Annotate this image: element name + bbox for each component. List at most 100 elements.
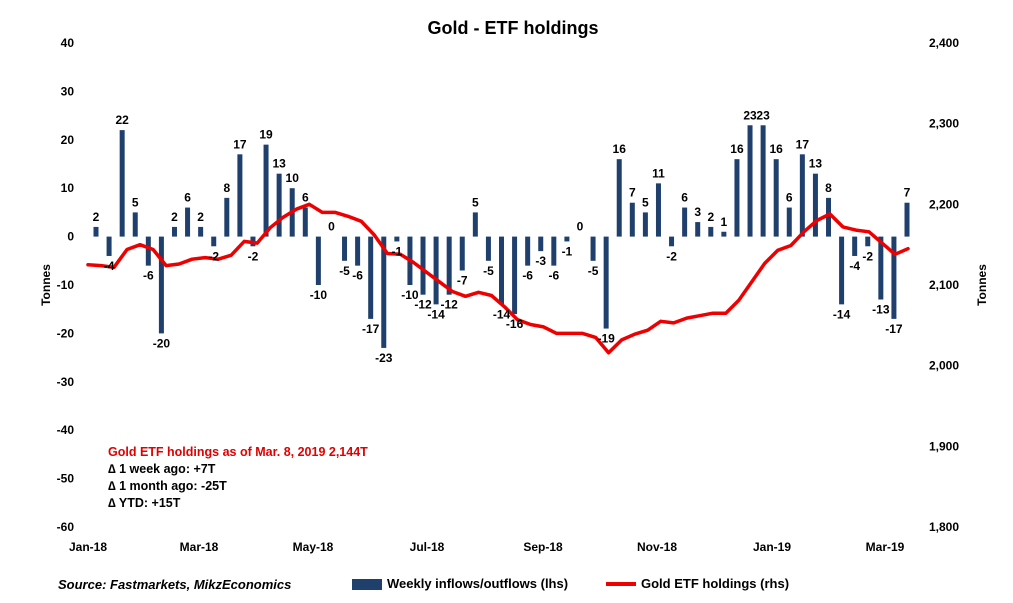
bar-value-label: -23 — [375, 351, 393, 365]
flow-bar — [655, 183, 661, 237]
flow-bar — [669, 236, 675, 247]
bar-value-label: -16 — [506, 317, 524, 331]
x-tick-label: Mar-19 — [866, 540, 905, 554]
left-tick-label: -40 — [57, 423, 75, 437]
flow-bar — [459, 236, 465, 271]
bar-value-label: 5 — [642, 195, 649, 209]
bar-value-label: 19 — [259, 128, 273, 142]
flow-bar — [315, 236, 321, 285]
bar-value-label: 10 — [286, 171, 300, 185]
chart-title: Gold - ETF holdings — [428, 18, 599, 38]
bar-value-label: -10 — [310, 288, 328, 302]
flow-bar — [355, 236, 361, 266]
flow-bar — [616, 159, 622, 237]
legend-line-swatch — [606, 582, 636, 586]
flow-bar — [158, 236, 164, 334]
flow-bar — [211, 236, 217, 247]
flow-bar — [342, 236, 348, 261]
bar-value-label: 16 — [613, 142, 627, 156]
x-axis-ticks: Jan-18 Mar-18 May-18 Jul-18 Sep-18 Nov-18 Jan-… — [69, 540, 905, 554]
left-tick-label: -30 — [57, 375, 75, 389]
bar-value-label: 16 — [770, 142, 784, 156]
bar-value-label: -1 — [562, 244, 573, 258]
right-tick-label: 2,400 — [929, 36, 959, 50]
bar-value-label: 2 — [707, 210, 714, 224]
bar-value-label: 17 — [796, 137, 810, 151]
holdings-line — [86, 202, 910, 355]
bar-value-label: -5 — [588, 264, 599, 278]
right-tick-label: 2,100 — [929, 278, 959, 292]
left-axis-title: Tonnes — [39, 264, 53, 306]
bar-value-label: -6 — [522, 269, 533, 283]
left-tick-label: -50 — [57, 472, 75, 486]
flow-bar — [185, 207, 191, 237]
bar-value-label: 2 — [197, 210, 204, 224]
flow-bar — [381, 236, 387, 348]
chart-footer: Source: Fastmarkets, MikzEconomics Weekl… — [0, 574, 1013, 596]
bar-value-label: 13 — [272, 157, 286, 171]
left-tick-label: 40 — [61, 36, 75, 50]
bar-value-label: -14 — [493, 307, 511, 321]
x-tick-label: Nov-18 — [637, 540, 677, 554]
bar-value-label: 2 — [93, 210, 100, 224]
left-tick-label: -10 — [57, 278, 75, 292]
flow-bar — [446, 236, 452, 295]
holdings-annotation: Gold ETF holdings as of Mar. 8, 2019 2,1… — [108, 444, 368, 512]
x-tick-label: Sep-18 — [523, 540, 563, 554]
bar-value-label: -6 — [143, 269, 154, 283]
bar-value-label: -20 — [153, 336, 171, 350]
bar-value-label: -19 — [597, 332, 615, 346]
flow-bar — [538, 236, 544, 252]
annotation-headline: Gold ETF holdings as of Mar. 8, 2019 2,1… — [108, 445, 368, 459]
x-tick-label: Jul-18 — [410, 540, 445, 554]
bar-value-label: 13 — [809, 157, 823, 171]
left-tick-label: -60 — [57, 520, 75, 534]
flow-bar — [878, 236, 884, 300]
bar-value-label: -6 — [548, 269, 559, 283]
bar-value-label: -17 — [885, 322, 903, 336]
right-tick-label: 1,800 — [929, 520, 959, 534]
flow-bar — [603, 236, 609, 329]
left-tick-label: 20 — [61, 133, 75, 147]
bar-value-label: 0 — [577, 220, 584, 234]
right-tick-label: 2,200 — [929, 197, 959, 211]
bar-value-label: -2 — [248, 249, 259, 263]
flow-bar — [93, 226, 99, 237]
bar-value-label: 11 — [652, 166, 665, 180]
bar-value-label: -7 — [457, 273, 468, 287]
bar-value-label: 6 — [184, 191, 191, 205]
flow-bar — [302, 207, 308, 237]
bar-value-label: -1 — [392, 244, 403, 258]
legend-line-label: Gold ETF holdings (rhs) — [641, 576, 790, 591]
bar-value-label: -13 — [872, 303, 890, 317]
flow-bar — [132, 212, 138, 237]
flow-bar — [525, 236, 531, 266]
bar-value-label: 22 — [115, 113, 129, 127]
flow-bar — [826, 197, 832, 237]
left-tick-label: 10 — [61, 181, 75, 195]
flow-bar — [420, 236, 426, 295]
left-tick-label: 0 — [67, 230, 74, 244]
right-tick-label: 2,000 — [929, 359, 959, 373]
flow-bar — [721, 231, 727, 237]
flow-bar — [760, 125, 766, 237]
flow-bar — [812, 173, 818, 237]
right-axis-title: Tonnes — [975, 264, 989, 306]
bar-value-label: -3 — [535, 254, 546, 268]
flow-bar — [224, 197, 230, 237]
flow-bar — [682, 207, 688, 237]
bar-value-label: 23 — [743, 108, 757, 122]
bar-value-label: 2 — [171, 210, 178, 224]
bar-value-label: 6 — [302, 191, 309, 205]
source-note: Source: Fastmarkets, MikzEconomics — [58, 577, 292, 592]
bar-value-label: 8 — [223, 181, 230, 195]
bar-value-label: -2 — [666, 249, 677, 263]
flow-bar — [839, 236, 845, 305]
flow-bar — [499, 236, 504, 305]
x-tick-label: Jan-18 — [69, 540, 107, 554]
bar-value-label: -6 — [352, 269, 363, 283]
bar-value-label: -12 — [441, 298, 459, 312]
flow-bar — [433, 236, 439, 305]
bar-value-label: 8 — [825, 181, 832, 195]
flow-bar — [747, 125, 753, 237]
